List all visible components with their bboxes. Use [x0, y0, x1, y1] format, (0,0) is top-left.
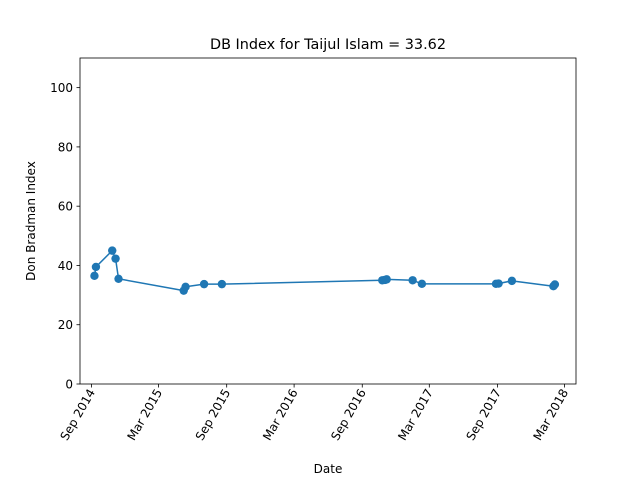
data-point: [111, 254, 120, 263]
x-tick-label: Sep 2015: [193, 387, 234, 443]
data-point: [507, 276, 517, 286]
data-point: [494, 279, 503, 288]
series-group: [90, 246, 560, 295]
data-point: [217, 279, 227, 289]
y-tick-label: 100: [50, 81, 73, 95]
y-tick-label: 20: [58, 318, 73, 332]
y-axis-ticks: 0 20 40 60 80 100: [50, 81, 80, 392]
x-tick-label: Mar 2015: [125, 387, 166, 443]
x-axis-ticks: Sep 2014 Mar 2015 Sep 2015 Mar 2016 Sep 2016…: [57, 384, 571, 443]
x-tick-label: Mar 2017: [395, 387, 436, 443]
data-point: [90, 271, 99, 281]
data-point: [550, 280, 560, 289]
data-point: [382, 275, 391, 284]
x-tick-label: Sep 2017: [463, 387, 504, 443]
y-tick-label: 40: [58, 259, 73, 273]
chart-title: DB Index for Taijul Islam = 33.62: [210, 37, 446, 53]
data-point: [417, 279, 427, 289]
y-tick-label: 80: [58, 140, 73, 154]
y-tick-label: 60: [58, 200, 73, 214]
x-tick-label: Mar 2016: [260, 387, 301, 443]
x-tick-label: Sep 2016: [328, 387, 369, 443]
x-tick-label: Sep 2014: [57, 387, 98, 443]
data-point: [199, 279, 209, 289]
data-point: [408, 276, 417, 285]
data-point: [91, 262, 101, 272]
x-tick-label: Mar 2018: [530, 387, 571, 443]
y-tick-label: 0: [65, 378, 73, 392]
plot-frame: [79, 57, 577, 385]
plot-area: 0 20 40 60 80 100 Sep 2014 Mar 2015 Sep 2015 Mar…: [50, 57, 577, 443]
series-line: [93, 249, 556, 292]
x-axis-label: Date: [314, 462, 343, 476]
data-point: [114, 274, 123, 283]
data-point: [108, 246, 117, 255]
y-axis-label: Don Bradman Index: [24, 161, 38, 281]
data-point: [181, 282, 190, 291]
